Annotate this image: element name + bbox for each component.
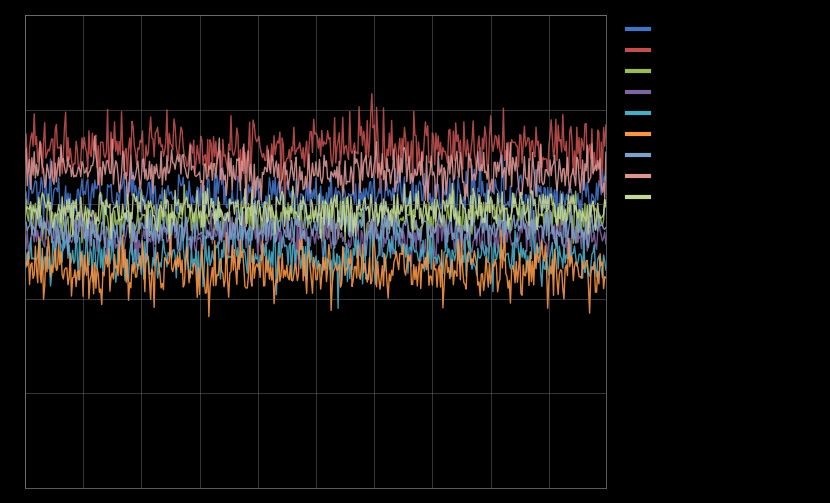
- Legend: series1, series2, series3, series4, series5, series6, series7, series8, series9: series1, series2, series3, series4, seri…: [622, 20, 696, 208]
